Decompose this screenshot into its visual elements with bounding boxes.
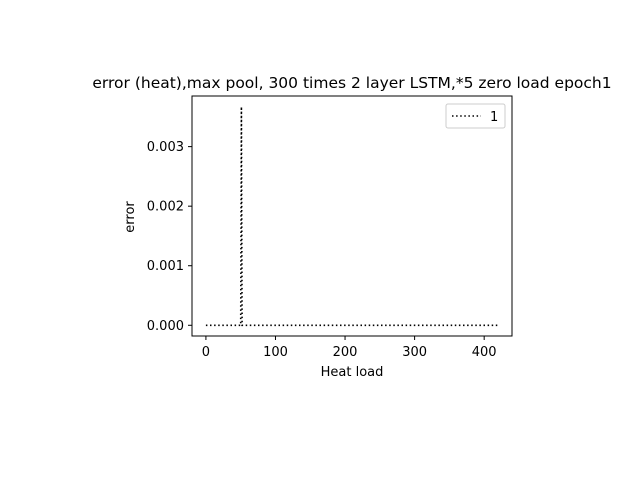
- x-tick-label: 200: [333, 345, 358, 360]
- x-tick-label: 400: [472, 345, 497, 360]
- y-tick-label: 0.003: [147, 140, 184, 155]
- x-axis: 0 100 200 300 400: [202, 336, 497, 360]
- y-tick-label: 0.002: [147, 200, 184, 215]
- y-tick-label: 0.000: [147, 319, 184, 334]
- x-axis-label: Heat load: [321, 365, 384, 380]
- chart-title: error (heat),max pool, 300 times 2 layer…: [92, 74, 611, 92]
- y-tick-label: 0.001: [147, 259, 184, 274]
- plot-area: [191, 95, 513, 337]
- legend-box: [445, 103, 506, 129]
- y-axis-label: error: [123, 201, 138, 233]
- legend: 1: [445, 103, 506, 129]
- plot-frame: [191, 95, 513, 337]
- x-tick-label: 0: [202, 345, 210, 360]
- y-axis: 0.000 0.001 0.002 0.003: [147, 140, 192, 334]
- x-tick-label: 300: [402, 345, 427, 360]
- x-tick-label: 100: [263, 345, 288, 360]
- legend-label-series-1: 1: [490, 110, 498, 125]
